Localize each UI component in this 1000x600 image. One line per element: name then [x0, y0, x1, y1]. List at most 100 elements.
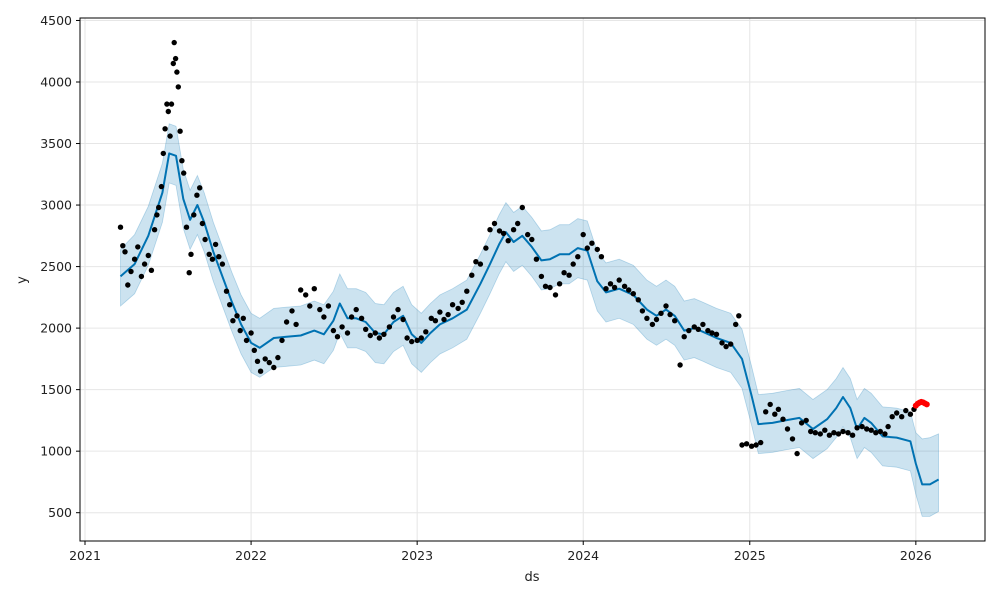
observed-point — [621, 283, 628, 289]
observed-point — [677, 362, 683, 368]
observed-point — [658, 310, 664, 316]
observed-point — [644, 315, 650, 321]
observed-point — [686, 327, 692, 334]
observed-point — [167, 133, 173, 139]
observed-point — [672, 318, 678, 324]
observed-point — [216, 254, 222, 260]
observed-point — [237, 327, 243, 334]
observed-point — [691, 324, 697, 330]
observed-point — [381, 331, 387, 337]
observed-point — [414, 337, 420, 344]
observed-point — [510, 227, 517, 233]
observed-point — [584, 245, 590, 251]
plot-frame — [79, 17, 986, 542]
observed-point — [428, 315, 434, 321]
observed-point — [138, 273, 145, 280]
observed-point — [191, 212, 197, 218]
observed-point — [145, 252, 151, 259]
observed-point — [739, 442, 745, 448]
observed-point — [616, 277, 622, 283]
observed-point — [168, 101, 175, 107]
observed-point — [477, 261, 484, 267]
observed-point — [160, 150, 166, 157]
observed-point — [248, 330, 254, 336]
observed-point — [515, 220, 521, 227]
observed-point — [491, 220, 498, 227]
observed-point — [845, 430, 851, 436]
observed-point — [293, 321, 299, 328]
observed-point — [122, 249, 128, 255]
observed-point — [358, 315, 365, 321]
observed-point — [705, 327, 711, 334]
observed-point — [889, 414, 895, 420]
observed-point — [663, 303, 669, 309]
y-axis-label: y — [15, 276, 30, 284]
observed-point — [441, 316, 447, 323]
observed-point — [780, 416, 786, 422]
y-tick-label: 1500 — [40, 382, 72, 397]
observed-point — [120, 243, 126, 249]
observed-point — [423, 329, 429, 335]
observed-point — [885, 423, 891, 430]
observed-point — [156, 204, 162, 211]
x-tick-label: 2021 — [69, 548, 101, 563]
observed-point — [758, 439, 764, 446]
observed-point — [794, 450, 800, 457]
observed-point — [154, 212, 160, 218]
observed-point — [611, 284, 618, 291]
observed-point — [175, 84, 181, 90]
observed-point — [639, 308, 646, 314]
observed-point — [907, 411, 914, 417]
observed-point — [449, 302, 456, 308]
observed-point — [868, 427, 874, 433]
observed-point — [831, 430, 837, 436]
observed-point — [209, 256, 216, 262]
observed-point — [598, 254, 605, 260]
plot-area — [80, 18, 985, 541]
observed-point — [174, 69, 180, 75]
observed-point — [125, 282, 131, 288]
observed-point — [199, 220, 206, 227]
forecast-line-group — [119, 152, 940, 486]
observed-point — [455, 305, 461, 312]
observed-point — [170, 60, 176, 67]
observed-point — [162, 126, 168, 132]
observed-point — [736, 313, 742, 319]
observed-point — [164, 101, 170, 107]
observed-point — [186, 270, 192, 276]
observed-point — [243, 337, 250, 344]
observed-point — [117, 224, 124, 230]
observed-point — [812, 430, 818, 436]
observed-point — [158, 183, 165, 190]
observed-point — [594, 246, 600, 253]
observed-point — [529, 236, 535, 243]
observed-point — [202, 236, 208, 243]
observed-point — [748, 443, 755, 449]
y-tick-label: 3500 — [40, 136, 72, 151]
observed-point — [400, 316, 406, 323]
observed-point — [321, 314, 327, 320]
observed-point — [487, 227, 493, 233]
observed-point — [181, 170, 187, 176]
observed-point — [533, 256, 540, 262]
observed-point — [882, 431, 888, 437]
observed-point — [135, 244, 141, 250]
observed-point — [223, 288, 230, 294]
observed-point — [877, 428, 883, 435]
observed-point — [561, 270, 567, 276]
y-tick-label: 2500 — [40, 259, 72, 274]
observed-point — [552, 292, 559, 298]
y-tick-label: 1000 — [40, 444, 72, 459]
observed-point — [728, 341, 734, 347]
observed-point — [353, 306, 359, 313]
observed-point — [700, 321, 706, 328]
y-tick-label: 3000 — [40, 198, 72, 213]
observed-point — [376, 335, 383, 341]
observed-point — [128, 268, 134, 275]
observed-point — [240, 315, 246, 321]
observed-point — [556, 281, 563, 287]
observed-point — [131, 256, 138, 262]
observed-point — [464, 288, 470, 294]
observed-point — [363, 326, 369, 332]
